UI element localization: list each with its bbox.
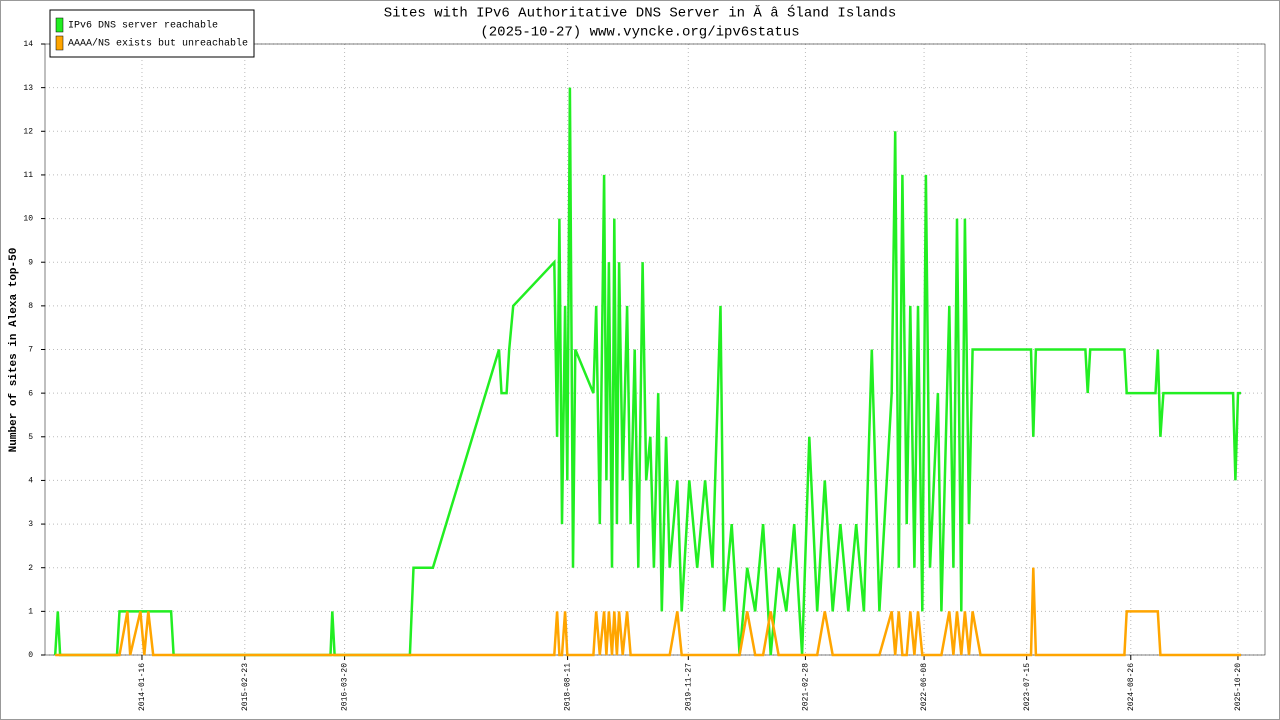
x-tick-label: 2022-06-08 xyxy=(920,663,929,711)
series-line xyxy=(55,567,1241,657)
y-tick-label: 13 xyxy=(23,84,33,93)
legend-label: IPv6 DNS server reachable xyxy=(68,20,218,32)
x-tick-label: 2014-01-16 xyxy=(138,663,147,711)
y-tick-label: 0 xyxy=(28,651,33,660)
series-line xyxy=(53,87,1241,657)
x-tick-label: 2025-10-20 xyxy=(1234,663,1243,711)
x-tick-label: 2021-02-28 xyxy=(802,663,811,711)
y-tick-label: 8 xyxy=(28,302,33,311)
chart-title: Sites with IPv6 Authoritative DNS Server… xyxy=(384,4,896,22)
legend-swatch xyxy=(55,35,64,51)
y-tick-label: 1 xyxy=(28,607,33,616)
y-tick-label: 7 xyxy=(28,346,33,355)
y-tick-label: 11 xyxy=(23,171,33,180)
x-tick-label: 2016-03-20 xyxy=(341,663,350,711)
y-axis-label: Number of sites in Alexa top-50 xyxy=(8,248,20,453)
legend-label: AAAA/NS exists but unreachable xyxy=(68,38,248,50)
y-tick-label: 4 xyxy=(28,477,33,486)
legend-swatch xyxy=(55,17,64,33)
x-tick-label: 2019-11-27 xyxy=(684,663,693,711)
y-tick-label: 2 xyxy=(28,564,33,573)
y-tick-label: 3 xyxy=(28,520,33,529)
chart-subtitle: (2025-10-27) www.vyncke.org/ipv6status xyxy=(480,25,799,41)
x-tick-label: 2018-08-11 xyxy=(564,663,573,711)
y-tick-label: 12 xyxy=(23,127,33,136)
x-tick-label: 2024-08-26 xyxy=(1127,663,1136,711)
legend-box xyxy=(49,9,255,58)
y-tick-label: 10 xyxy=(23,215,33,224)
y-tick-label: 6 xyxy=(28,389,33,398)
y-tick-label: 9 xyxy=(28,258,33,267)
x-tick-label: 2015-02-23 xyxy=(241,663,250,711)
y-tick-label: 5 xyxy=(28,433,33,442)
y-tick-label: 14 xyxy=(23,40,33,49)
x-tick-label: 2023-07-15 xyxy=(1023,663,1032,711)
